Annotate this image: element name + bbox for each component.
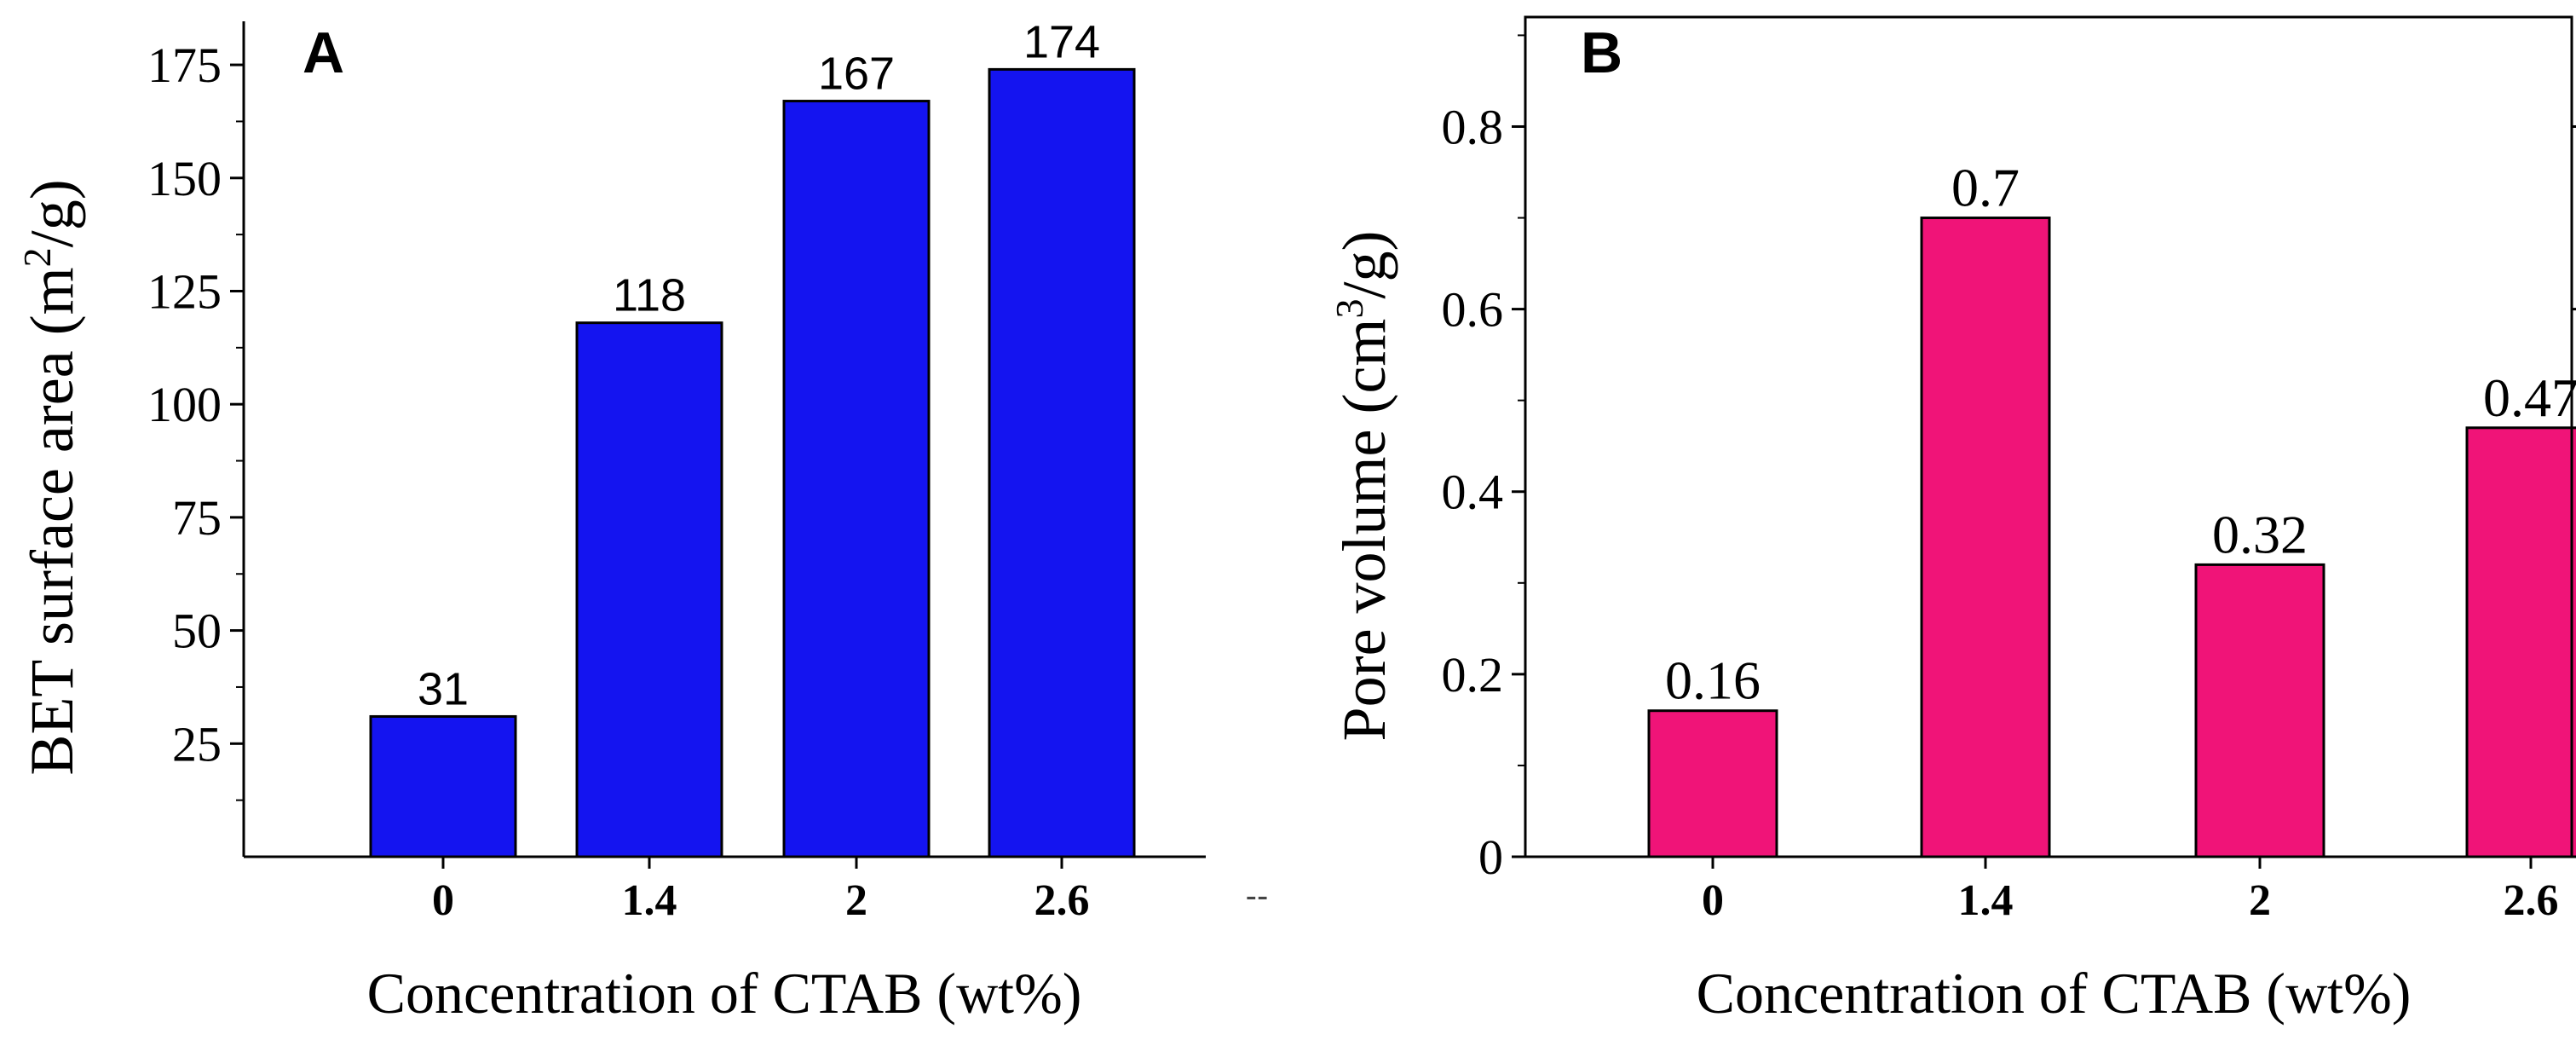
y-tick-label: 125 xyxy=(147,263,222,319)
panel-b: B Pore volume (cm3/g) 0 0.2 0.4 0.6 0.8 0.16… xyxy=(1328,15,2576,1026)
bar-0 xyxy=(369,714,517,858)
x-tick-label: 2.6 xyxy=(1034,876,1090,925)
panel-b-label: B xyxy=(1581,20,1622,85)
value-label: 0.7 xyxy=(1951,158,2020,218)
panel-a-value-labels: 31 118 167 174 xyxy=(418,16,1100,714)
panel-b-bars xyxy=(1647,217,2576,858)
panel-b-axes-frame xyxy=(1524,15,2573,858)
panel-b-value-labels: 0.16 0.7 0.32 0.47 xyxy=(1665,158,2576,711)
x-tick-label: 2.6 xyxy=(2504,876,2559,925)
y-tick-label: 175 xyxy=(147,38,222,93)
panel-a-y-axis-title: BET surface area (m2/g) xyxy=(15,179,86,775)
value-label: 118 xyxy=(613,270,686,321)
y-tick-label: 0.6 xyxy=(1442,282,1504,338)
value-label: 0.32 xyxy=(2212,504,2308,564)
value-label: 31 xyxy=(418,663,469,714)
y-tick-label: 100 xyxy=(147,377,222,432)
y-tick-label: 0.2 xyxy=(1442,647,1504,702)
y-tick-label: 0.4 xyxy=(1442,465,1504,520)
value-label: 0.16 xyxy=(1665,650,1761,711)
y-tick-label: 0.8 xyxy=(1442,99,1504,154)
y-tick-label: 75 xyxy=(172,490,222,546)
bar-2 xyxy=(782,100,931,858)
panel-b-y-ticks: 0 0.2 0.4 0.6 0.8 xyxy=(1442,34,2576,885)
bar-1.4 xyxy=(1920,217,2051,858)
panel-b-x-tick-labels: 0 1.4 2 2.6 xyxy=(1702,857,2559,925)
x-tick-label: 0 xyxy=(1702,876,1724,925)
panel-a-x-axis-title: Concentration of CTAB (wt%) xyxy=(367,961,1082,1026)
bar-2.6 xyxy=(2465,426,2576,858)
bar-1.4 xyxy=(575,321,723,858)
x-tick-label: 1.4 xyxy=(1958,876,2014,925)
bar-2.6 xyxy=(988,67,1136,858)
panel-b-y-axis-title: Pore volume (cm3/g) xyxy=(1328,231,1398,742)
x-tick-label: 1.4 xyxy=(622,876,677,925)
x-tick-label: 0 xyxy=(432,876,454,925)
panel-b-x-axis-title: Concentration of CTAB (wt%) xyxy=(1697,961,2412,1026)
bar-2 xyxy=(2194,563,2325,858)
y-tick-label: 25 xyxy=(172,716,222,771)
y-tick-label: 150 xyxy=(147,151,222,206)
value-label: 167 xyxy=(818,49,895,100)
panel-a-label: A xyxy=(303,20,344,85)
x-tick-label: 2 xyxy=(2249,876,2271,925)
panel-a-bars xyxy=(369,67,1136,858)
panel-a-trailing-tick-label: -- xyxy=(1246,877,1269,915)
bar-0 xyxy=(1647,709,1778,858)
x-tick-label: 2 xyxy=(845,876,867,925)
y-tick-label: 50 xyxy=(172,604,222,659)
panel-a-y-ticks: 25 50 75 100 125 150 175 xyxy=(147,38,244,801)
value-label: 174 xyxy=(1023,16,1100,67)
value-label: 0.47 xyxy=(2483,367,2576,428)
panel-a-x-tick-labels: 0 1.4 2 2.6 xyxy=(432,857,1090,925)
y-tick-label: 0 xyxy=(1478,829,1503,885)
panel-a: A BET surface area (m2/g) 25 50 75 100 125 15… xyxy=(15,16,1268,1026)
